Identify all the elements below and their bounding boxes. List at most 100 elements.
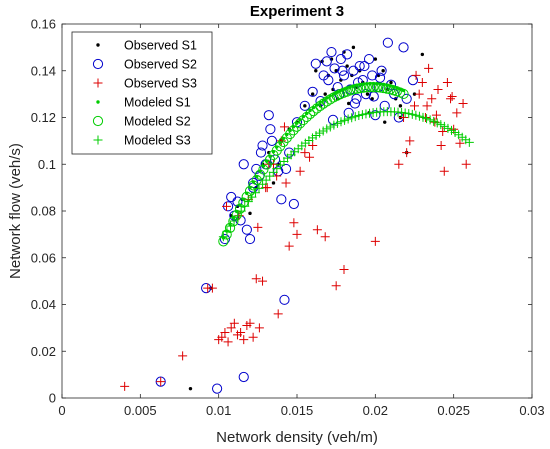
observed-point: [370, 236, 380, 246]
modeled-point: [268, 167, 278, 177]
modeled-point: [291, 121, 302, 132]
observed-point: [320, 232, 330, 242]
observed-point: [345, 64, 349, 68]
observed-point: [351, 45, 356, 50]
observed-point: [389, 80, 393, 85]
observed-point: [424, 63, 434, 73]
observed-point: [238, 371, 249, 383]
observed-point: [220, 328, 230, 338]
legend-marker: [92, 115, 104, 127]
observed-point: [402, 148, 412, 158]
x-tick-label: 0.015: [281, 403, 314, 418]
modeled-point: [311, 103, 322, 114]
modeled-point: [325, 122, 335, 132]
modeled-point: [398, 88, 409, 100]
observed-point: [414, 89, 424, 99]
observed-point: [338, 70, 350, 81]
observed-point: [156, 377, 166, 387]
observed-point: [342, 49, 353, 60]
x-tick-label: 0.03: [519, 403, 544, 418]
observed-point: [241, 224, 252, 235]
observed-point: [155, 376, 166, 387]
observed-point: [382, 37, 393, 48]
y-tick-label: 0.14: [31, 63, 56, 78]
modeled-point: [365, 108, 375, 118]
modeled-point: [311, 130, 321, 140]
observed-point: [229, 318, 239, 328]
observed-point: [280, 163, 292, 175]
modeled-point: [404, 109, 414, 119]
observed-point: [281, 178, 291, 188]
modeled-point: [254, 169, 266, 180]
observed-point: [248, 211, 252, 216]
observed-point: [334, 69, 338, 73]
observed-point: [262, 183, 272, 193]
legend-label: Observed S2: [124, 58, 197, 72]
legend-label: Modeled S2: [124, 115, 191, 129]
observed-point: [300, 148, 310, 158]
observed-point: [305, 152, 315, 162]
modeled-point: [378, 82, 389, 94]
observed-point: [217, 332, 227, 342]
chart-title: Experiment 3: [250, 3, 344, 20]
observed-point: [442, 77, 452, 87]
x-tick-label: 0: [58, 403, 65, 418]
observed-point: [436, 141, 446, 151]
legend: Observed S1 Observed S2 Observed S3 Modeled…: [71, 31, 213, 155]
modeled-point: [284, 128, 296, 140]
observed-point: [420, 52, 425, 57]
modeled-point: [347, 113, 357, 123]
series-modeled-s3: [218, 107, 474, 242]
observed-point: [266, 135, 278, 146]
observed-point: [398, 104, 403, 108]
observed-point: [339, 264, 349, 274]
observed-point: [351, 93, 362, 104]
modeled-point: [414, 111, 424, 121]
observed-point: [279, 294, 290, 305]
legend-label: Observed S3: [124, 77, 197, 91]
modeled-point: [244, 185, 256, 197]
y-tick-label: 0.16: [31, 17, 56, 32]
observed-point: [254, 323, 264, 333]
modeled-point: [355, 83, 366, 94]
legend-label: Modeled S1: [124, 96, 191, 110]
observed-point: [337, 65, 348, 76]
observed-point: [376, 65, 387, 76]
modeled-point: [357, 110, 367, 120]
modeled-point: [243, 197, 253, 207]
series-observed-s3: [120, 63, 471, 391]
observed-point: [276, 194, 287, 205]
modeled-point: [258, 179, 268, 189]
observed-point: [299, 100, 310, 111]
modeled-point: [298, 114, 309, 126]
modeled-point: [454, 130, 464, 140]
y-tick-label: 0.04: [31, 297, 56, 312]
modeled-point: [343, 114, 353, 124]
modeled-point: [447, 125, 457, 135]
modeled-point: [443, 123, 453, 133]
legend-entry: Modeled S1: [96, 96, 191, 110]
y-tick-label: 0.1: [38, 157, 56, 172]
modeled-point: [325, 94, 336, 105]
observed-point: [239, 335, 249, 345]
observed-point: [379, 100, 390, 111]
observed-point: [248, 332, 258, 342]
observed-point: [207, 283, 217, 293]
observed-point: [312, 225, 322, 235]
modeled-point: [308, 106, 319, 117]
modeled-point: [229, 216, 239, 226]
modeled-point: [371, 82, 382, 93]
legend-marker: [96, 43, 100, 47]
modeled-point: [354, 111, 364, 121]
modeled-point: [375, 82, 386, 93]
observed-point: [447, 91, 457, 101]
modeled-point: [422, 114, 432, 124]
legend-entry: Observed S3: [93, 77, 197, 91]
modeled-point: [315, 128, 325, 138]
observed-point: [279, 122, 289, 132]
y-tick-label: 0.02: [31, 344, 56, 359]
legend-entry: Observed S1: [96, 39, 197, 53]
observed-point: [232, 196, 243, 207]
observed-point: [223, 337, 233, 347]
observed-point: [417, 77, 427, 87]
